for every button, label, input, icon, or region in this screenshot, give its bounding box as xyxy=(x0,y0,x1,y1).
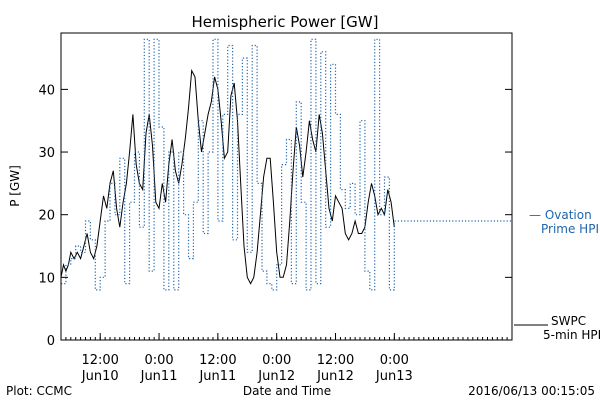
plot-credit: Plot: CCMC xyxy=(6,384,72,398)
chart-title: Hemispheric Power [GW] xyxy=(192,13,379,31)
x-tick-label-1: 0:00 xyxy=(144,353,173,368)
y-tick-label-1: 10 xyxy=(38,271,55,286)
y-tick-label-2: 20 xyxy=(38,209,55,224)
x-tick-date-1: Jun11 xyxy=(140,369,178,384)
legend-swpc-label-2: 5-min HPI xyxy=(543,328,600,342)
x-axis-label: Date and Time xyxy=(243,384,331,398)
x-tick-date-0: Jun10 xyxy=(81,369,119,384)
x-tick-date-5: Jun13 xyxy=(375,369,413,384)
plot-timestamp: 2016/06/13 00:15:05 xyxy=(468,384,595,398)
series-line-0 xyxy=(60,68,395,285)
x-tick-label-5: 0:00 xyxy=(380,353,409,368)
x-tick-date-3: Jun12 xyxy=(257,369,295,384)
y-tick-label-4: 40 xyxy=(38,83,55,98)
y-tick-label-3: 30 xyxy=(38,146,55,161)
y-axis-label: P [GW] xyxy=(8,165,22,207)
axis-layer: 01020304012:00Jun100:00Jun1112:00Jun110:… xyxy=(38,83,512,384)
x-tick-label-3: 0:00 xyxy=(262,353,291,368)
x-tick-date-2: Jun11 xyxy=(198,369,236,384)
legend-swpc-label: SWPC xyxy=(551,314,586,328)
series-layer xyxy=(60,38,512,291)
x-tick-label-2: 12:00 xyxy=(199,353,236,368)
x-tick-date-4: Jun12 xyxy=(316,369,354,384)
plot-frame xyxy=(60,32,513,341)
x-tick-label-4: 12:00 xyxy=(317,353,354,368)
legend-ovation-label: — Ovation xyxy=(529,208,592,222)
series-line-1 xyxy=(61,38,512,291)
legend-ovation-label-2: Prime HPI xyxy=(541,222,599,236)
x-tick-label-0: 12:00 xyxy=(81,353,118,368)
y-tick-label-0: 0 xyxy=(47,334,55,349)
